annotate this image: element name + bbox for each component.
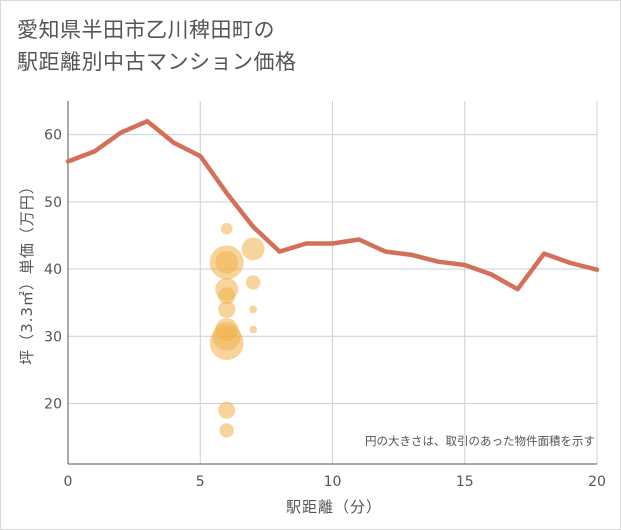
scatter-point-8 <box>209 326 244 360</box>
title-line-1: 愛知県半田市乙川稗田町の <box>17 18 275 42</box>
y-tick-label-30: 30 <box>44 329 62 345</box>
scatter-point-0 <box>220 222 233 235</box>
scatter-point-10 <box>219 423 234 438</box>
x-axis-label: 駅距離（分） <box>285 498 382 516</box>
x-tick-label-10: 10 <box>324 474 342 490</box>
y-axis-label-wrap: 坪（3.3㎡）単価（万円） <box>11 101 41 441</box>
scatter-point-14 <box>249 325 257 334</box>
y-tick-label-50: 50 <box>44 195 62 211</box>
scatter-point-13 <box>249 305 257 314</box>
y-tick-label-60: 60 <box>44 128 62 144</box>
x-tick-label-5: 5 <box>196 474 205 490</box>
scatter-point-11 <box>241 237 265 261</box>
average-price-line <box>65 118 600 292</box>
y-tick-label-20: 20 <box>44 397 62 413</box>
y-axis-label: 坪（3.3㎡）単価（万円） <box>17 177 36 365</box>
chart-title: 愛知県半田市乙川稗田町の 駅距離別中古マンション価格 <box>17 14 297 78</box>
scatter-point-12 <box>245 275 261 290</box>
scatter-point-9 <box>218 401 236 419</box>
y-tick-label-40: 40 <box>44 262 62 278</box>
scatter-point-4 <box>218 287 236 305</box>
title-line-2: 駅距離別中古マンション価格 <box>17 50 297 74</box>
scatter-point-2 <box>215 250 239 274</box>
scatter-point-5 <box>218 300 236 318</box>
bubble-size-note: 円の大きさは、取引のあった物件面積を示す <box>365 434 595 448</box>
x-tick-label-20: 20 <box>588 474 606 490</box>
x-tick-label-15: 15 <box>456 474 474 490</box>
x-tick-label-0: 0 <box>64 474 73 490</box>
